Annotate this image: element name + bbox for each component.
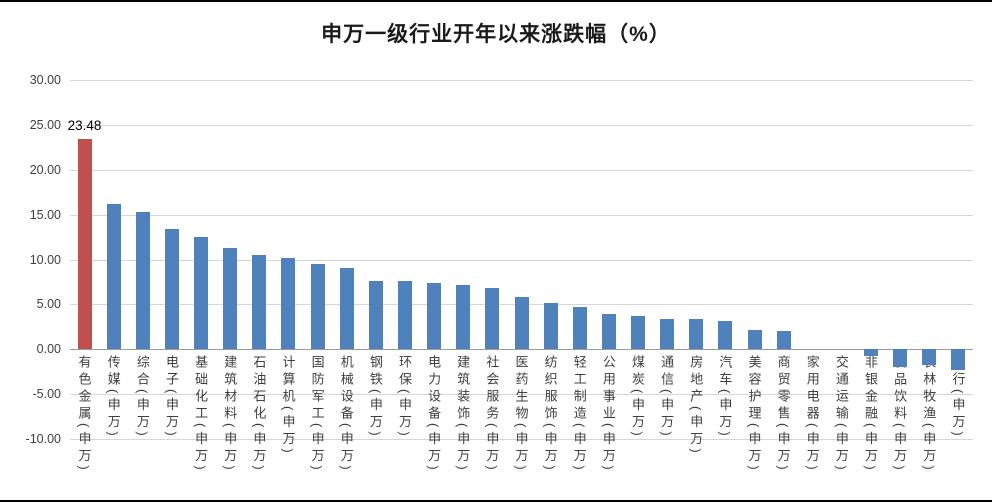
- x-axis-label: 建筑装饰(申万): [455, 355, 471, 474]
- bar-6: [252, 255, 267, 350]
- y-axis-tick-label: 30.00: [29, 73, 61, 87]
- bar-28: [893, 349, 908, 368]
- y-axis-tick-label: 20.00: [29, 162, 61, 177]
- bar-4: [194, 237, 209, 350]
- x-axis-label: 社会服务(申万): [484, 355, 500, 474]
- bar-2: [135, 211, 150, 350]
- x-axis-label: 银行(申万): [950, 355, 966, 440]
- plot-area: 30.00 25.00 20.00 15.00 10.00 5.00 0.00 -5.00 -1…: [26, 73, 973, 474]
- bar-15: [514, 297, 529, 350]
- bar-1: [106, 203, 121, 350]
- x-axis-label: 轻工制造(申万): [571, 355, 587, 474]
- gridline: [70, 214, 973, 216]
- x-axis-label: 美容护理(申万): [746, 355, 762, 474]
- bar-9: [339, 267, 354, 350]
- x-axis-label: 电力设备(申万): [426, 355, 442, 474]
- x-axis-label: 非银金融(申万): [863, 355, 879, 474]
- x-axis-label: 纺织服饰(申万): [542, 355, 558, 474]
- bar-11: [397, 281, 412, 350]
- x-axis-label: 交通运输(申万): [833, 355, 849, 474]
- bar-7: [281, 257, 296, 350]
- x-axis-label: 传媒(申万): [105, 355, 121, 440]
- bar-18: [601, 314, 616, 350]
- gridline: [70, 124, 973, 126]
- bar-24: [776, 331, 791, 350]
- bar-5: [223, 247, 238, 350]
- y-axis-tick-label: -10.00: [25, 432, 61, 446]
- data-label: 23.48: [67, 117, 102, 133]
- x-axis-label: 食品饮料(申万): [892, 355, 908, 474]
- x-axis-label: 公用事业(申万): [600, 355, 616, 474]
- gridline: [70, 259, 973, 261]
- x-axis-label: 汽车(申万): [717, 355, 733, 440]
- bar-29: [922, 349, 937, 365]
- y-axis-tick-label: 15.00: [29, 207, 61, 222]
- bar-13: [456, 284, 471, 350]
- x-axis-label: 机械设备(申万): [338, 355, 354, 474]
- bar-17: [572, 307, 587, 350]
- x-axis-label: 房地产(申万): [688, 355, 704, 457]
- bar-14: [485, 288, 500, 350]
- gridline: [70, 439, 973, 440]
- bar-19: [631, 316, 646, 350]
- y-axis-tick-label: -5.00: [32, 387, 62, 402]
- x-axis-label: 医药生物(申万): [513, 355, 529, 474]
- x-axis-label: 石油石化(申万): [251, 355, 267, 474]
- y-axis-tick-label: 5.00: [36, 297, 61, 312]
- bar-30: [951, 349, 966, 370]
- bar-23: [747, 329, 762, 350]
- bar-21: [689, 318, 704, 350]
- bar-8: [310, 263, 325, 350]
- x-axis-label: 有色金属(申万): [76, 355, 92, 474]
- x-axis-label: 通信(申万): [659, 355, 675, 440]
- y-axis-tick-label: 10.00: [29, 252, 61, 267]
- x-axis-label: 计算机(申万): [280, 355, 296, 457]
- gridline: [70, 169, 973, 171]
- bar-0: [77, 138, 92, 350]
- x-axis-line: [70, 349, 973, 351]
- bar-12: [427, 282, 442, 350]
- bar-20: [660, 318, 675, 350]
- bar-22: [718, 320, 733, 350]
- bar-3: [164, 228, 179, 350]
- gridline: [70, 394, 973, 396]
- x-axis-label: 商贸零售(申万): [775, 355, 791, 474]
- x-axis-label: 电子(申万): [163, 355, 179, 440]
- x-axis-label: 环保(申万): [396, 355, 412, 440]
- bar-10: [368, 281, 383, 350]
- x-axis-label: 家用电器(申万): [804, 355, 820, 474]
- x-axis-label: 农林牧渔(申万): [921, 355, 937, 474]
- bar-27: [864, 349, 879, 356]
- x-axis-label: 煤炭(申万): [630, 355, 646, 440]
- x-axis-label: 国防军工(申万): [309, 355, 325, 474]
- chart-title: 申万一级行业开年以来涨跌幅（%）: [321, 23, 671, 46]
- x-axis-label: 基础化工(申万): [193, 355, 209, 474]
- gridline: [70, 80, 973, 81]
- y-axis-tick-label: 0.00: [36, 342, 61, 357]
- bar-16: [543, 302, 558, 350]
- x-axis-label: 钢铁(申万): [367, 355, 383, 440]
- x-axis-label: 建筑材料(申万): [222, 355, 238, 474]
- x-axis-label: 综合(申万): [134, 355, 150, 440]
- y-axis-tick-label: 25.00: [29, 117, 61, 132]
